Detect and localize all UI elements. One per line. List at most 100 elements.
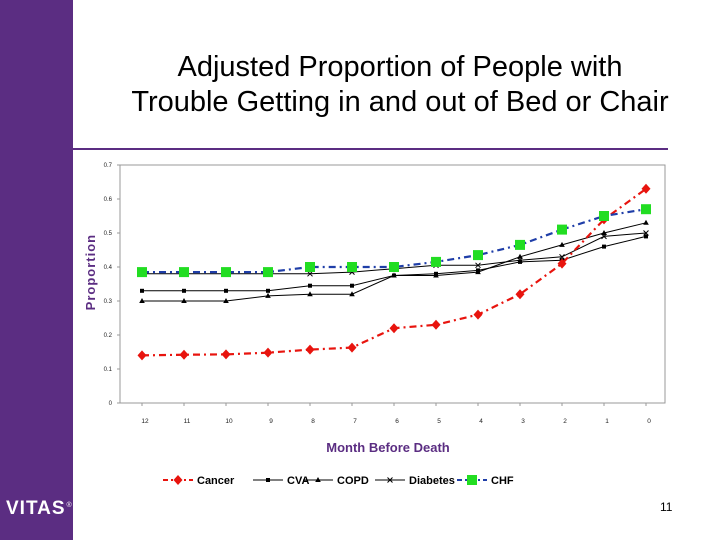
x-tick-label: 3: [521, 418, 525, 425]
legend-item-copd: COPD: [303, 475, 369, 487]
data-point-chf: [179, 267, 189, 278]
y-tick-label: 0: [109, 401, 113, 407]
data-point-cva: [182, 288, 186, 293]
data-point-cancer: [263, 347, 273, 358]
x-tick-label: 7: [353, 418, 357, 425]
legend-item-diabetes: Diabetes: [375, 475, 455, 487]
data-point-copd: [307, 291, 313, 297]
data-point-cancer: [221, 349, 231, 360]
data-point-cancer: [641, 183, 651, 194]
x-tick-label: 12: [141, 418, 149, 425]
data-point-copd: [265, 292, 271, 298]
x-tick-label: 10: [225, 418, 233, 425]
x-tick-label: 9: [269, 418, 273, 425]
data-point-cva: [308, 283, 312, 288]
y-axis-title: Proportion: [83, 234, 98, 310]
data-point-chf: [473, 250, 483, 261]
data-point-chf: [557, 224, 567, 235]
series-copd: [139, 219, 649, 303]
slide-title: Adjusted Proportion of People with Troub…: [80, 50, 720, 120]
legend-label: COPD: [337, 475, 369, 487]
data-point-cancer: [137, 350, 147, 361]
legend-swatch-marker: [387, 477, 393, 483]
data-point-copd: [349, 291, 355, 297]
slide-title-line-2: Trouble Getting in and out of Bed or Cha…: [131, 86, 669, 118]
series-chf: [137, 204, 651, 278]
legend-label: Cancer: [197, 475, 235, 487]
y-tick-label: 0.6: [104, 197, 113, 203]
data-point-copd: [391, 272, 397, 278]
data-point-cancer: [431, 319, 441, 330]
series-cancer: [137, 183, 651, 361]
data-point-diabetes: [475, 262, 481, 269]
data-point-cva: [224, 288, 228, 293]
registered-mark: ®: [66, 501, 73, 509]
legend-item-chf: CHF: [457, 475, 514, 487]
slide-title-line-1: Adjusted Proportion of People with: [177, 51, 623, 83]
data-point-cva: [518, 259, 522, 264]
data-point-cva: [140, 288, 144, 293]
y-tick-label: 0.1: [104, 367, 113, 373]
data-point-chf: [431, 256, 441, 267]
data-point-chf: [263, 267, 273, 278]
data-point-chf: [641, 204, 651, 215]
legend-item-cva: CVA: [253, 475, 309, 487]
x-tick-label: 2: [563, 418, 567, 425]
x-tick-label: 6: [395, 418, 399, 425]
legend-swatch-marker: [173, 475, 183, 485]
x-axis-title: Month Before Death: [326, 440, 450, 455]
data-point-chf: [137, 267, 147, 278]
data-point-copd: [601, 230, 607, 235]
y-tick-label: 0.2: [104, 333, 113, 339]
data-point-diabetes: [643, 230, 649, 236]
x-tick-label: 0: [647, 418, 651, 425]
data-point-copd: [517, 253, 523, 259]
data-point-diabetes: [601, 233, 607, 240]
legend-label: Diabetes: [409, 475, 455, 487]
data-point-cancer: [347, 342, 357, 353]
data-point-diabetes: [517, 257, 523, 264]
data-point-cancer: [473, 309, 483, 320]
data-point-cva: [350, 283, 354, 288]
legend-label: CHF: [491, 475, 514, 487]
data-point-copd: [223, 298, 229, 303]
x-tick-label: 5: [437, 418, 441, 425]
logo-text: VITAS: [6, 498, 66, 519]
data-point-cva: [602, 244, 606, 249]
legend-swatch-marker: [315, 477, 321, 482]
x-tick-label: 4: [479, 418, 483, 425]
data-point-cancer: [179, 349, 189, 360]
plot-frame: [119, 164, 666, 404]
legend-swatch-marker: [467, 475, 477, 485]
data-point-copd: [433, 272, 439, 278]
x-tick-label: 11: [184, 418, 191, 425]
data-point-chf: [389, 262, 399, 272]
data-point-cancer: [515, 289, 525, 300]
vitas-logo: VITAS®: [6, 498, 73, 520]
series-line-copd: [142, 222, 647, 302]
legend-swatch-marker: [266, 478, 270, 482]
data-point-chf: [599, 211, 609, 221]
data-point-chf: [305, 262, 315, 272]
slide-number: 11: [660, 500, 673, 514]
legend-item-cancer: Cancer: [163, 475, 235, 487]
x-tick-label: 1: [605, 418, 609, 425]
data-point-copd: [181, 298, 187, 303]
data-point-chf: [221, 267, 231, 278]
data-point-cva: [266, 288, 270, 293]
y-tick-label: 0.3: [104, 299, 113, 305]
line-chart: 00.10.20.30.40.50.60.712 11 10 9 8 7 6 5 4 3 2 1 0Mo…: [83, 163, 666, 487]
y-tick-label: 0.7: [104, 163, 113, 169]
y-tick-label: 0.5: [104, 231, 113, 237]
data-point-cancer: [305, 344, 315, 355]
data-point-cva: [644, 234, 648, 239]
data-point-cancer: [389, 323, 399, 334]
data-point-diabetes: [559, 253, 565, 260]
x-tick-label: 8: [311, 418, 315, 425]
data-point-diabetes: [307, 270, 313, 277]
data-point-chf: [347, 262, 357, 272]
brand-sidebar: [0, 0, 73, 540]
data-point-cancer: [557, 258, 567, 269]
data-point-copd: [139, 298, 145, 303]
data-point-chf: [515, 239, 525, 250]
